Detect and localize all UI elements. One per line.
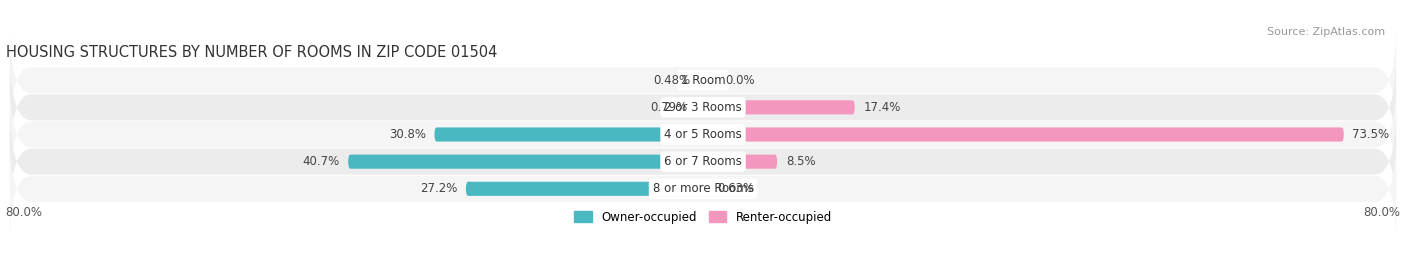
FancyBboxPatch shape (703, 182, 709, 196)
FancyBboxPatch shape (703, 73, 716, 87)
Text: 27.2%: 27.2% (420, 182, 457, 195)
Text: 80.0%: 80.0% (6, 207, 42, 220)
Text: 0.79%: 0.79% (650, 101, 688, 114)
Text: 6 or 7 Rooms: 6 or 7 Rooms (664, 155, 742, 168)
Text: 2 or 3 Rooms: 2 or 3 Rooms (664, 101, 742, 114)
Legend: Owner-occupied, Renter-occupied: Owner-occupied, Renter-occupied (569, 206, 837, 228)
Text: 4 or 5 Rooms: 4 or 5 Rooms (664, 128, 742, 141)
FancyBboxPatch shape (434, 128, 703, 141)
Text: 0.0%: 0.0% (725, 74, 755, 87)
FancyBboxPatch shape (465, 182, 703, 196)
FancyBboxPatch shape (696, 100, 703, 114)
FancyBboxPatch shape (349, 155, 703, 169)
Text: 8.5%: 8.5% (786, 155, 815, 168)
FancyBboxPatch shape (10, 52, 1396, 162)
Text: Source: ZipAtlas.com: Source: ZipAtlas.com (1267, 27, 1385, 37)
Text: 0.48%: 0.48% (652, 74, 690, 87)
FancyBboxPatch shape (703, 100, 855, 114)
Text: 30.8%: 30.8% (389, 128, 426, 141)
Text: 8 or more Rooms: 8 or more Rooms (652, 182, 754, 195)
Text: 1 Room: 1 Room (681, 74, 725, 87)
FancyBboxPatch shape (699, 73, 703, 87)
FancyBboxPatch shape (703, 128, 1344, 141)
FancyBboxPatch shape (10, 25, 1396, 135)
FancyBboxPatch shape (10, 134, 1396, 244)
Text: 73.5%: 73.5% (1353, 128, 1389, 141)
FancyBboxPatch shape (10, 107, 1396, 217)
FancyBboxPatch shape (703, 155, 778, 169)
Text: 40.7%: 40.7% (302, 155, 339, 168)
Text: 80.0%: 80.0% (1364, 207, 1400, 220)
Text: 17.4%: 17.4% (863, 101, 901, 114)
Text: 0.63%: 0.63% (717, 182, 755, 195)
FancyBboxPatch shape (10, 80, 1396, 189)
Text: HOUSING STRUCTURES BY NUMBER OF ROOMS IN ZIP CODE 01504: HOUSING STRUCTURES BY NUMBER OF ROOMS IN… (6, 45, 496, 60)
